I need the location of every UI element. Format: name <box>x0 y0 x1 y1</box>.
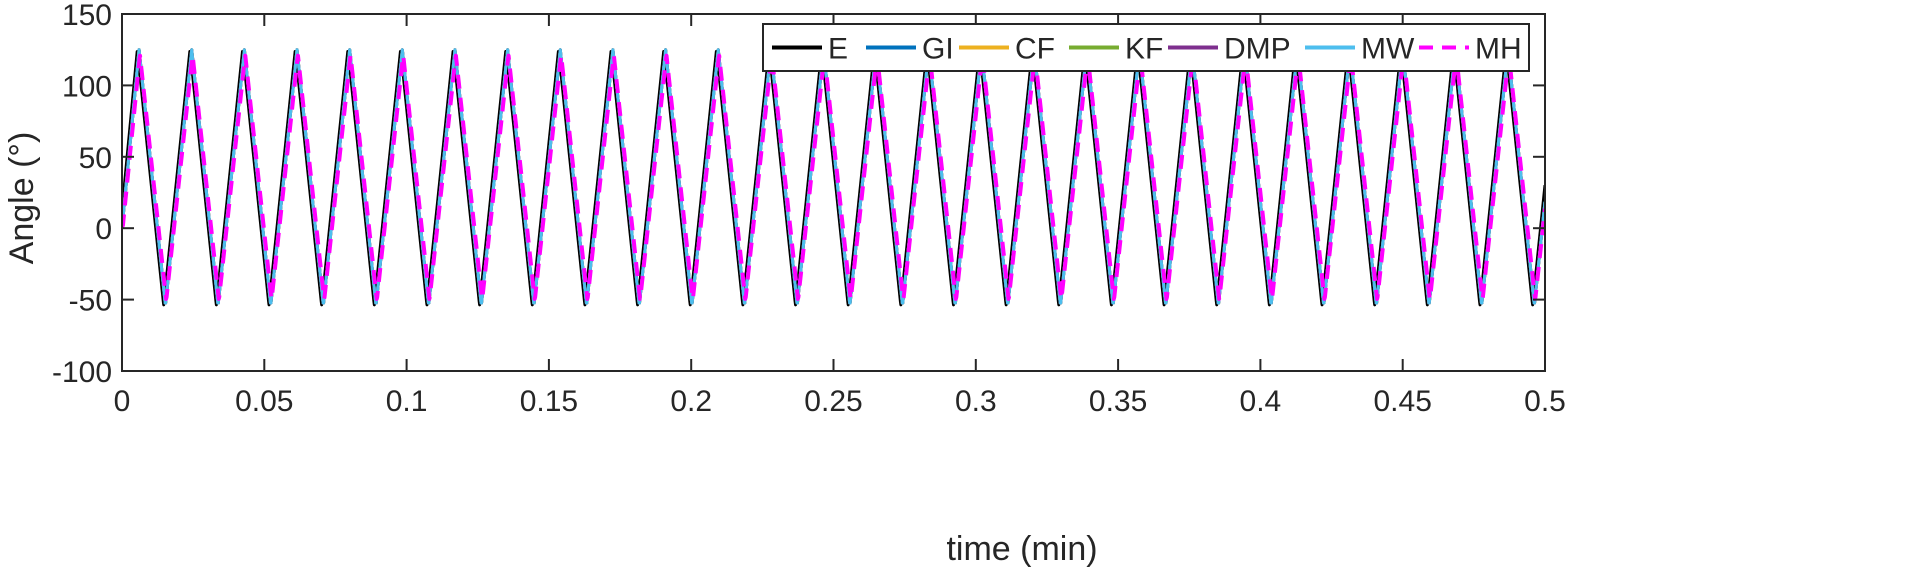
legend-label-dmp: DMP <box>1224 33 1291 66</box>
x-tick-label: 0.1 <box>386 385 428 418</box>
legend-label-kf: KF <box>1125 33 1163 66</box>
axes-layer: 0 0.05 0.1 0.15 0.2 0.25 0.3 0.35 0.4 0.45 0.5 -100… <box>52 0 1566 418</box>
x-tick-label: 0.35 <box>1089 385 1147 418</box>
x-tick-label: 0.3 <box>955 385 997 418</box>
x-tick-label: 0.2 <box>670 385 712 418</box>
series-line-e <box>122 50 1545 307</box>
x-tick-label: 0.45 <box>1374 385 1432 418</box>
legend-label-e: E <box>828 33 848 66</box>
legend-label-gi: GI <box>922 33 954 66</box>
legend-label-mh: MH <box>1475 33 1522 66</box>
y-tick-label: -50 <box>69 285 112 318</box>
x-axis-label: time (min) <box>946 530 1097 568</box>
series-line-mh <box>122 53 1545 301</box>
y-tick-label: 0 <box>95 213 112 246</box>
legend-label-mw: MW <box>1361 33 1415 66</box>
y-tick-label: 50 <box>79 142 112 175</box>
x-tick-label: 0.25 <box>804 385 862 418</box>
legend: E GI CF KF DMP MW MH <box>762 23 1530 72</box>
x-tick-label: 0.4 <box>1240 385 1282 418</box>
x-tick-label: 0 <box>114 385 131 418</box>
y-axis-label: Angle (°) <box>3 132 41 265</box>
y-tick-label: 100 <box>62 70 112 103</box>
x-tick-label: 0.15 <box>520 385 578 418</box>
legend-label-cf: CF <box>1015 33 1055 66</box>
y-tick-label: 150 <box>62 0 112 32</box>
series-layer <box>122 48 1545 307</box>
y-tick-label: -100 <box>52 356 112 389</box>
x-tick-label: 0.5 <box>1524 385 1566 418</box>
x-tick-label: 0.05 <box>235 385 293 418</box>
